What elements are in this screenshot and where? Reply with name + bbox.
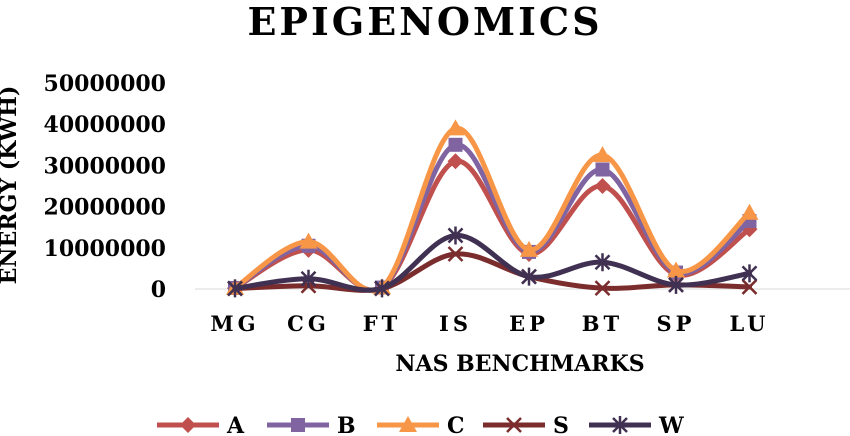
data-point xyxy=(667,261,685,278)
legend-label: C xyxy=(447,413,465,436)
y-tick-label: 50000000 xyxy=(44,71,166,97)
legend-item: W xyxy=(589,413,684,436)
legend-item: S xyxy=(483,413,569,436)
data-point xyxy=(447,246,464,262)
data-point xyxy=(374,279,390,298)
data-point xyxy=(446,119,465,136)
legend-label: S xyxy=(553,413,569,436)
data-point xyxy=(741,264,758,283)
data-point xyxy=(447,226,464,245)
y-tick-label: 0 xyxy=(151,277,166,303)
data-point xyxy=(448,137,463,152)
x-tick-label: MG xyxy=(210,311,259,336)
data-point xyxy=(740,203,759,220)
y-tick-label: 10000000 xyxy=(44,236,166,262)
x-tick-labels: MG CG FT IS EP BT SP LU xyxy=(210,311,770,336)
legend-marker xyxy=(180,417,196,433)
data-point xyxy=(227,279,243,298)
legend-label: A xyxy=(226,413,245,436)
legend-marker xyxy=(291,418,305,432)
chart-title: EPIGENOMICS xyxy=(247,0,603,44)
data-point xyxy=(299,232,318,249)
x-tick-label: CG xyxy=(287,311,330,336)
series-line xyxy=(232,232,752,293)
data-point xyxy=(593,146,612,163)
data-point xyxy=(594,280,611,297)
legend-item: C xyxy=(377,413,465,436)
y-tick-label: 30000000 xyxy=(44,153,166,179)
x-tick-label: SP xyxy=(657,311,696,336)
x-tick-label: IS xyxy=(439,311,472,336)
x-tick-label: BT xyxy=(582,311,623,336)
data-point xyxy=(594,178,611,194)
y-tick-label: 40000000 xyxy=(44,112,166,138)
series-group xyxy=(226,119,759,298)
y-tick-labels: 0 10000000 20000000 30000000 40000000 5000000… xyxy=(44,71,166,303)
y-axis-label: ENERGY (KWH) xyxy=(0,86,22,285)
data-point xyxy=(668,275,684,294)
series-C xyxy=(226,119,759,295)
series-W xyxy=(227,226,758,298)
series-line xyxy=(232,125,752,294)
legend-marker xyxy=(612,416,628,434)
x-tick-label: EP xyxy=(509,311,549,336)
legend-item: B xyxy=(267,413,356,436)
legend-marker xyxy=(399,416,417,432)
x-tick-label: LU xyxy=(730,311,770,336)
data-point xyxy=(520,240,538,257)
data-point xyxy=(595,162,610,177)
x-tick-label: FT xyxy=(363,311,402,336)
legend-marker xyxy=(506,417,522,433)
legend-label: B xyxy=(337,413,356,436)
legend-item: A xyxy=(157,413,245,436)
data-point xyxy=(594,253,611,272)
data-point xyxy=(741,279,758,295)
data-point xyxy=(300,269,317,288)
legend-label: W xyxy=(658,413,684,436)
data-point xyxy=(447,153,464,170)
data-point xyxy=(521,267,537,286)
y-tick-label: 20000000 xyxy=(44,195,166,221)
x-axis-label: NAS BENCHMARKS xyxy=(395,351,644,377)
